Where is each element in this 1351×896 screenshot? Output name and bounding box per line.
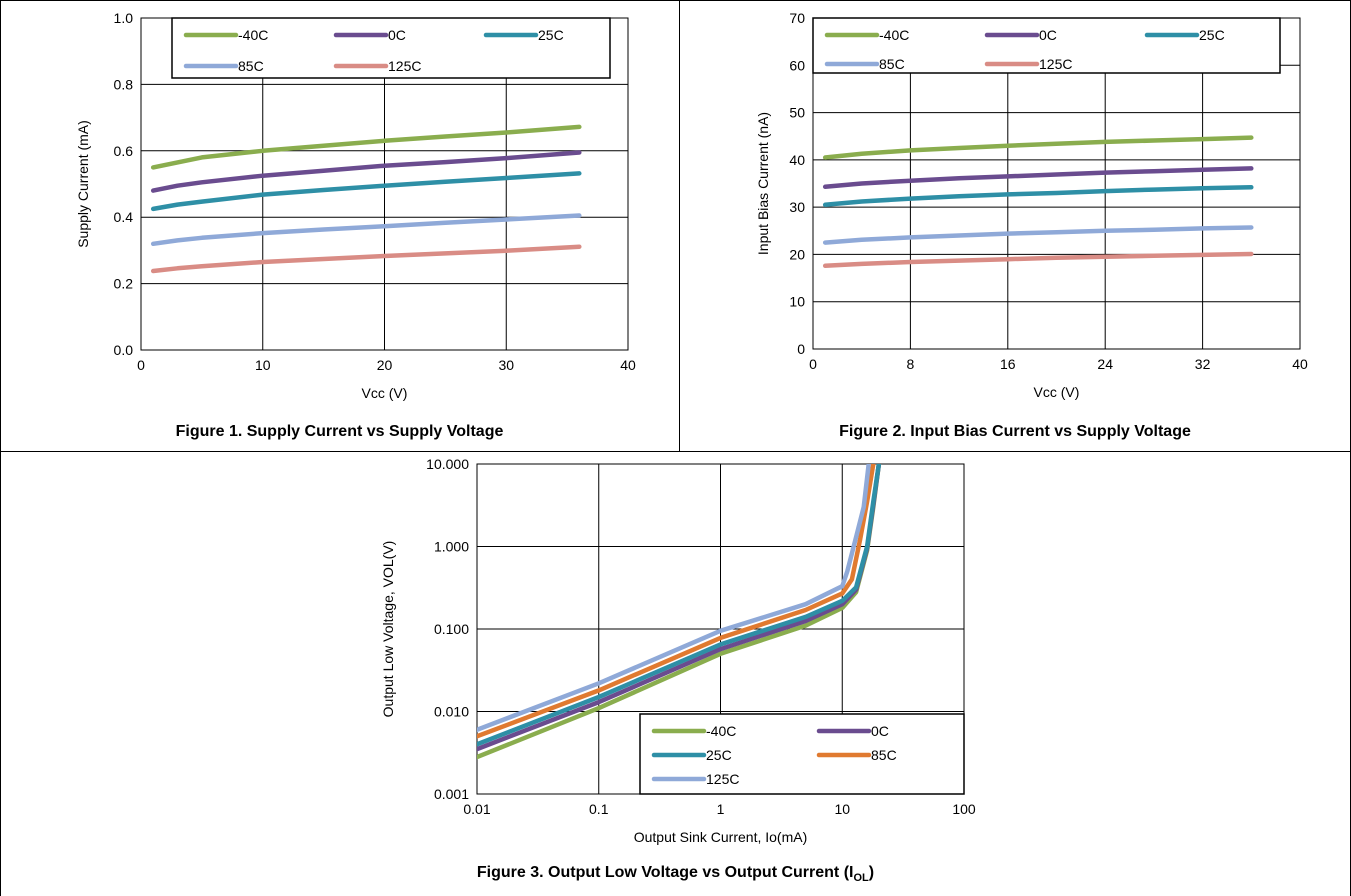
x-tick-label: 1 xyxy=(717,801,725,817)
legend-label-85c: 85C xyxy=(879,56,905,72)
legend-label-40c: -40C xyxy=(238,27,268,43)
legend-label-40c: -40C xyxy=(879,27,909,43)
legend-label-0c: 0C xyxy=(871,723,889,739)
x-tick-label: 8 xyxy=(907,356,915,372)
y-tick-label: 1.0 xyxy=(114,10,134,26)
figure-3-caption: Figure 3. Output Low Voltage vs Output C… xyxy=(0,864,1351,884)
series-group xyxy=(477,464,879,757)
chart-1: 0 10 20 30 40 0.0 0.2 0.4 0.6 0.8 1.0 Vcc (V) Supply… xyxy=(0,0,679,415)
series-group xyxy=(153,127,579,271)
series-group xyxy=(825,138,1251,266)
x-tick-label: 40 xyxy=(620,357,636,373)
x-tick-label: 16 xyxy=(1000,356,1016,372)
chart-2: 0 8 16 24 32 40 0 10 20 30 40 50 60 70 Vcc (V) Input Bi… xyxy=(680,0,1350,415)
series-line-40c xyxy=(153,127,579,167)
x-tick-label: 24 xyxy=(1097,356,1113,372)
y-tick-label: 70 xyxy=(789,10,805,26)
series-line-125c xyxy=(153,247,579,271)
x-tick-label: 100 xyxy=(952,801,976,817)
legend-label-85c: 85C xyxy=(871,747,897,763)
legend-label-25c: 25C xyxy=(1199,27,1225,43)
series-line-125c xyxy=(477,464,869,730)
y-tick-label: 10.000 xyxy=(426,456,469,472)
legend-label-125c: 125C xyxy=(388,58,421,74)
figure-3: 0.01 0.1 1 10 100 0.001 0.010 0.100 1.000 10.000 O… xyxy=(0,452,1351,896)
x-axis-label: Vcc (V) xyxy=(1034,384,1080,400)
legend-label-125c: 125C xyxy=(706,771,739,787)
x-tick-label: 10 xyxy=(834,801,850,817)
y-tick-label: 0.2 xyxy=(114,276,134,292)
y-tick-label: 1.000 xyxy=(434,539,469,555)
x-tick-label: 0.1 xyxy=(589,801,609,817)
x-axis-label: Vcc (V) xyxy=(362,385,408,401)
y-axis-label: Output Low Voltage, VOL(V) xyxy=(380,541,396,718)
x-tick-label: 30 xyxy=(498,357,514,373)
x-tick-label: 10 xyxy=(255,357,271,373)
legend-label-0c: 0C xyxy=(388,27,406,43)
legend-label-25c: 25C xyxy=(538,27,564,43)
y-axis-label: Input Bias Current (nA) xyxy=(755,112,771,255)
y-tick-label: 0.8 xyxy=(114,76,134,92)
series-line-40c xyxy=(825,138,1251,158)
x-axis-label: Output Sink Current, Io(mA) xyxy=(634,829,808,845)
y-tick-label: 0.001 xyxy=(434,786,469,802)
series-line-85c xyxy=(825,228,1251,243)
y-tick-label: 0.6 xyxy=(114,143,134,159)
legend-label-40c: -40C xyxy=(706,723,736,739)
series-line-0c xyxy=(825,168,1251,186)
y-tick-label: 0 xyxy=(797,341,805,357)
chart-3: 0.01 0.1 1 10 100 0.001 0.010 0.100 1.000 10.000 O… xyxy=(0,452,1351,862)
legend-label-125c: 125C xyxy=(1039,56,1072,72)
figure-2: 0 8 16 24 32 40 0 10 20 30 40 50 60 70 Vcc (V) Input Bi… xyxy=(680,0,1350,451)
legend-label-25c: 25C xyxy=(706,747,732,763)
x-tick-label: 20 xyxy=(377,357,393,373)
y-tick-label: 30 xyxy=(789,199,805,215)
x-tick-label: 0 xyxy=(137,357,145,373)
y-tick-label: 40 xyxy=(789,152,805,168)
y-tick-label: 50 xyxy=(789,105,805,121)
series-line-25c xyxy=(825,187,1251,205)
y-tick-label: 0.4 xyxy=(114,209,134,225)
series-line-125c xyxy=(825,254,1251,266)
figure-2-caption: Figure 2. Input Bias Current vs Supply V… xyxy=(680,423,1350,441)
y-tick-label: 10 xyxy=(789,294,805,310)
y-tick-label: 0.0 xyxy=(114,342,134,358)
series-line-85c xyxy=(153,216,579,244)
y-axis-label: Supply Current (mA) xyxy=(75,120,91,248)
y-tick-label: 60 xyxy=(789,57,805,73)
y-tick-label: 0.100 xyxy=(434,621,469,637)
legend-label-0c: 0C xyxy=(1039,27,1057,43)
x-tick-label: 0 xyxy=(809,356,817,372)
figure-1-caption: Figure 1. Supply Current vs Supply Volta… xyxy=(0,423,679,441)
y-tick-label: 0.010 xyxy=(434,704,469,720)
x-tick-label: 32 xyxy=(1195,356,1211,372)
x-tick-label: 0.01 xyxy=(463,801,490,817)
y-tick-label: 20 xyxy=(789,246,805,262)
figure-1: 0 10 20 30 40 0.0 0.2 0.4 0.6 0.8 1.0 Vcc (V) Supply… xyxy=(0,0,679,451)
legend-label-85c: 85C xyxy=(238,58,264,74)
x-tick-label: 40 xyxy=(1292,356,1308,372)
